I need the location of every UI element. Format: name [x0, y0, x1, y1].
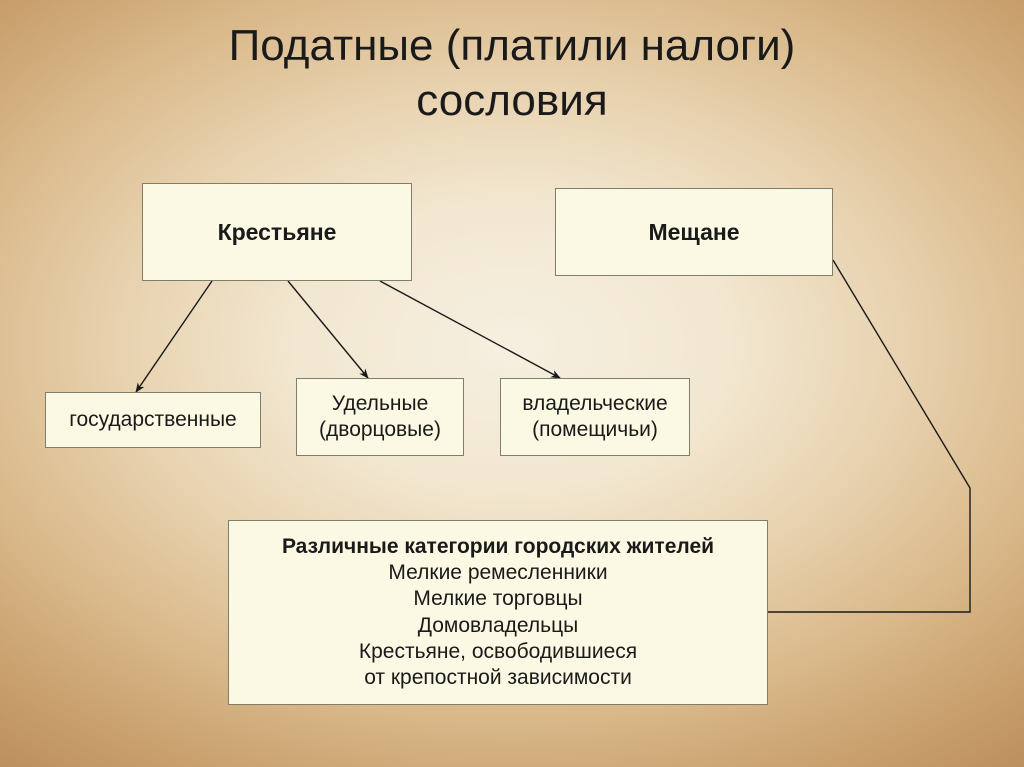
node-urban-item-4: от крепостной зависимости [364, 665, 632, 691]
node-vlad-line1: владельческие [522, 391, 667, 417]
node-peasants-label: Крестьяне [218, 218, 337, 247]
slide-title: Податные (платили налоги) сословия [0, 18, 1024, 128]
node-urban-title: Различные категории городских жителей [282, 534, 714, 560]
node-udel-peasants: Удельные (дворцовые) [296, 378, 464, 456]
node-udel-line2: (дворцовые) [319, 417, 441, 443]
node-udel-line1: Удельные [332, 391, 429, 417]
node-peasants: Крестьяне [142, 183, 412, 281]
node-vlad-line2: (помещичьи) [532, 417, 658, 443]
node-meshchane-label: Мещане [648, 218, 739, 247]
node-urban-categories: Различные категории городских жителей Ме… [228, 520, 768, 705]
node-urban-item-1: Мелкие торговцы [413, 586, 582, 612]
node-urban-item-2: Домовладельцы [418, 613, 578, 639]
node-vlad-peasants: владельческие (помещичьи) [500, 378, 690, 456]
node-state-peasants: государственные [45, 392, 261, 448]
node-meshchane: Мещане [555, 188, 833, 276]
title-line-1: Податные (платили налоги) [229, 21, 796, 70]
title-line-2: сословия [416, 76, 607, 125]
node-urban-item-0: Мелкие ремесленники [388, 560, 607, 586]
node-urban-item-3: Крестьяне, освободившиеся [359, 639, 637, 665]
node-state-label: государственные [69, 407, 236, 433]
